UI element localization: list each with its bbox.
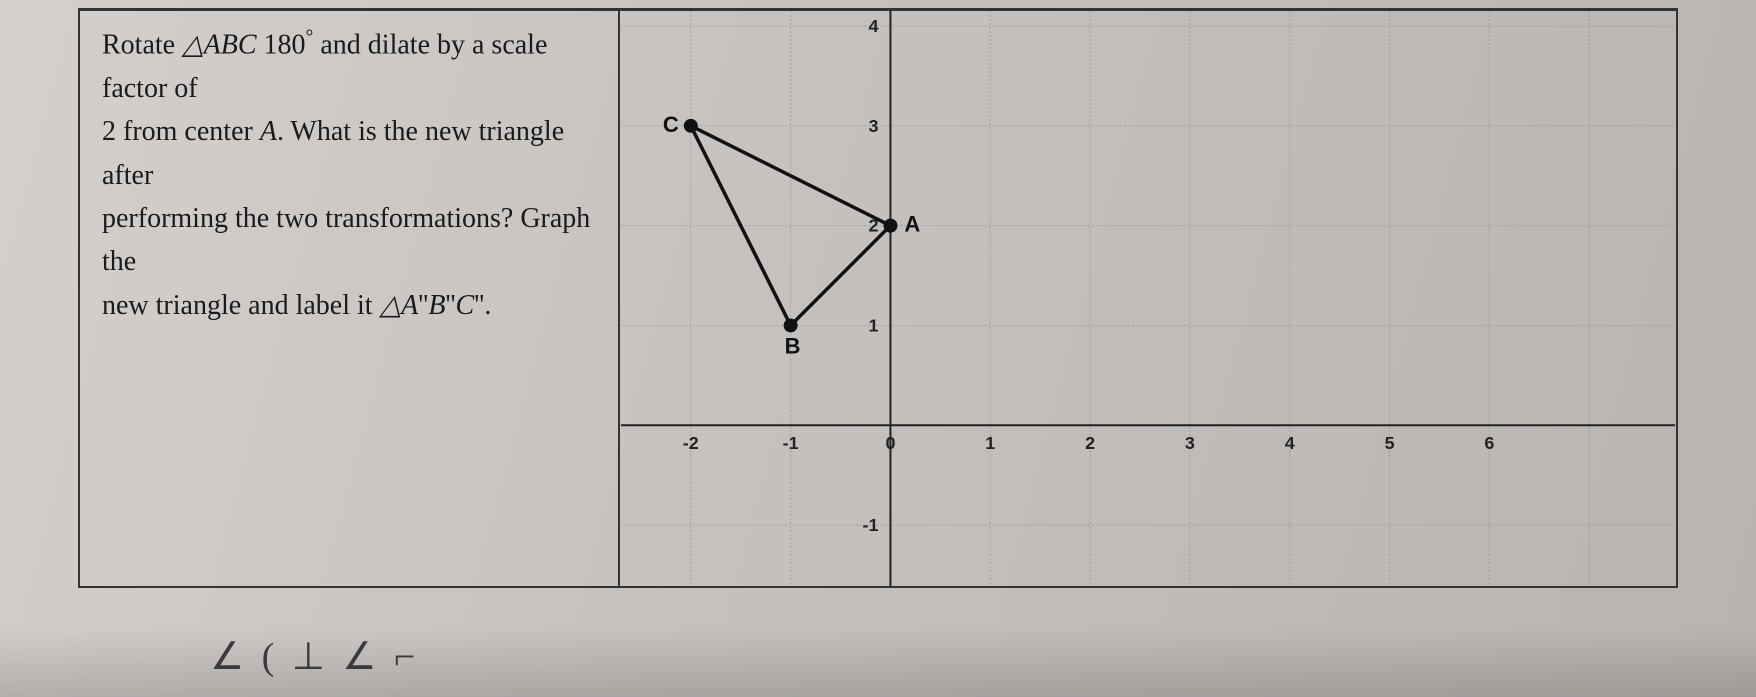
vertex-label-B: B	[785, 333, 801, 358]
triangle-symbol: △	[182, 29, 204, 60]
label-A: A	[401, 290, 418, 321]
coordinate-grid: -2-10123456-112345ABC	[620, 11, 1676, 586]
label-tri: △	[380, 290, 402, 321]
problem-statement: Rotate △ABC 180° and dilate by a scale f…	[102, 23, 600, 327]
x-tick-label: 2	[1085, 433, 1095, 453]
y-tick-label: 1	[868, 315, 878, 335]
y-tick-label: 3	[868, 116, 878, 136]
vertex-C	[684, 119, 698, 133]
text-frag: 2 from center	[102, 116, 260, 147]
triangle-abc: ABC	[204, 29, 257, 60]
text-frag: .	[484, 290, 491, 321]
worksheet-page: Rotate △ABC 180° and dilate by a scale f…	[0, 0, 1756, 697]
problem-text-region: Rotate △ABC 180° and dilate by a scale f…	[80, 11, 620, 586]
dprime: ''	[474, 290, 484, 321]
graph-region: -2-10123456-112345ABC	[620, 11, 1676, 586]
dprime: ''	[445, 290, 455, 321]
x-tick-label: 0	[885, 433, 895, 453]
problem-cell: Rotate △ABC 180° and dilate by a scale f…	[78, 8, 1678, 588]
x-tick-label: 6	[1484, 433, 1494, 453]
vertex-label-A: A	[904, 212, 920, 237]
x-tick-label: 1	[985, 433, 995, 453]
y-tick-label: -1	[863, 515, 879, 535]
y-tick-label: 4	[868, 16, 878, 36]
vertex-B	[784, 318, 798, 332]
text-frag: new triangle and label it	[102, 290, 380, 321]
x-tick-label: -1	[783, 433, 799, 453]
x-tick-label: 5	[1385, 433, 1395, 453]
handwritten-scribble: ∠ ( ⊥ ∠ ⌐	[210, 634, 419, 679]
label-C: C	[456, 290, 475, 321]
x-tick-label: 4	[1285, 433, 1295, 453]
text-frag: Rotate	[102, 29, 182, 60]
vertex-label-C: C	[663, 112, 679, 137]
x-tick-label: -2	[683, 433, 699, 453]
x-tick-label: 3	[1185, 433, 1195, 453]
vertex-A	[883, 219, 897, 233]
center-A: A	[260, 116, 277, 147]
angle-value: 180	[264, 29, 306, 60]
dprime: ''	[418, 290, 428, 321]
text-frag: performing the two transformations? Grap…	[102, 203, 590, 277]
label-B: B	[428, 290, 445, 321]
